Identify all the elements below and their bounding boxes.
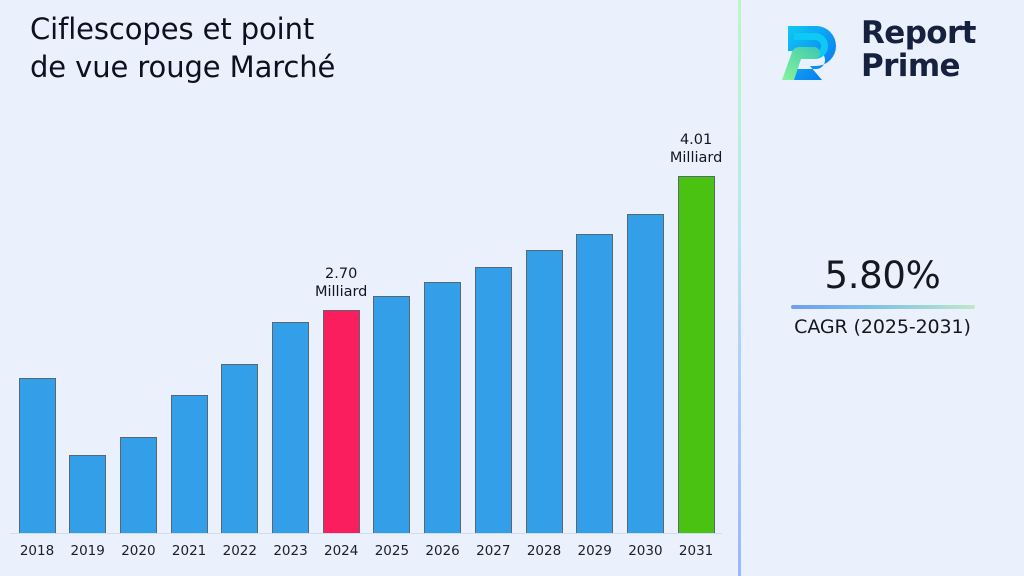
x-tick-2027: 2027 bbox=[476, 543, 511, 559]
x-tick-2020: 2020 bbox=[121, 543, 156, 559]
bar-2028[interactable] bbox=[525, 250, 563, 533]
bar-chart-plot-area: 2018 2019 2020 2021 2022 2023 2.70 Milliard 202… bbox=[10, 132, 722, 559]
bar-2027[interactable] bbox=[474, 267, 512, 533]
bar-2030[interactable] bbox=[626, 214, 664, 533]
bar-value-label-2031: 4.01 Milliard bbox=[669, 132, 723, 166]
bar-2020[interactable] bbox=[119, 437, 157, 533]
report-prime-logo-icon bbox=[776, 14, 848, 86]
bar-value-label-2024: 2.70 Milliard bbox=[314, 266, 368, 300]
x-tick-2018: 2018 bbox=[19, 543, 55, 559]
x-tick-2025: 2025 bbox=[374, 543, 410, 559]
cagr-value: 5.80% bbox=[824, 254, 941, 297]
cagr-caption: CAGR (2025-2031) bbox=[794, 315, 971, 338]
brand-panel: Report Prime 5.80% CAGR (2025-2031) bbox=[741, 0, 1024, 576]
x-tick-2031: 2031 bbox=[678, 543, 714, 559]
panel-divider bbox=[738, 0, 741, 576]
x-tick-2023: 2023 bbox=[273, 543, 308, 559]
x-tick-2024: 2024 bbox=[324, 543, 359, 559]
bar-2023[interactable] bbox=[272, 322, 309, 533]
x-tick-2028: 2028 bbox=[526, 543, 562, 559]
chart-panel: Ciflescopes et point de vue rouge Marché… bbox=[10, 12, 722, 559]
x-tick-2030: 2030 bbox=[628, 543, 663, 559]
x-tick-2029: 2029 bbox=[577, 543, 612, 559]
bar-2026[interactable] bbox=[424, 282, 462, 533]
bar-2019[interactable] bbox=[69, 455, 107, 533]
brand-wordmark: Report Prime bbox=[861, 14, 976, 84]
bar-2021[interactable] bbox=[170, 395, 208, 533]
bar-2031[interactable] bbox=[677, 176, 715, 533]
page-title: Ciflescopes et point de vue rouge Marché bbox=[30, 12, 336, 85]
bar-2025[interactable] bbox=[373, 296, 411, 533]
x-axis-line bbox=[10, 533, 722, 534]
bar-2029[interactable] bbox=[576, 234, 614, 533]
x-tick-2021: 2021 bbox=[171, 543, 207, 559]
bar-2022[interactable] bbox=[221, 364, 259, 533]
x-tick-2026: 2026 bbox=[425, 543, 460, 559]
x-tick-2022: 2022 bbox=[222, 543, 257, 559]
bar-2018[interactable] bbox=[18, 378, 56, 533]
brand-logo: Report Prime bbox=[776, 14, 976, 86]
bar-2024[interactable] bbox=[322, 310, 360, 533]
cagr-block: 5.80% CAGR (2025-2031) bbox=[741, 254, 1024, 338]
cagr-divider-rule bbox=[790, 304, 975, 309]
x-tick-2019: 2019 bbox=[70, 543, 105, 559]
